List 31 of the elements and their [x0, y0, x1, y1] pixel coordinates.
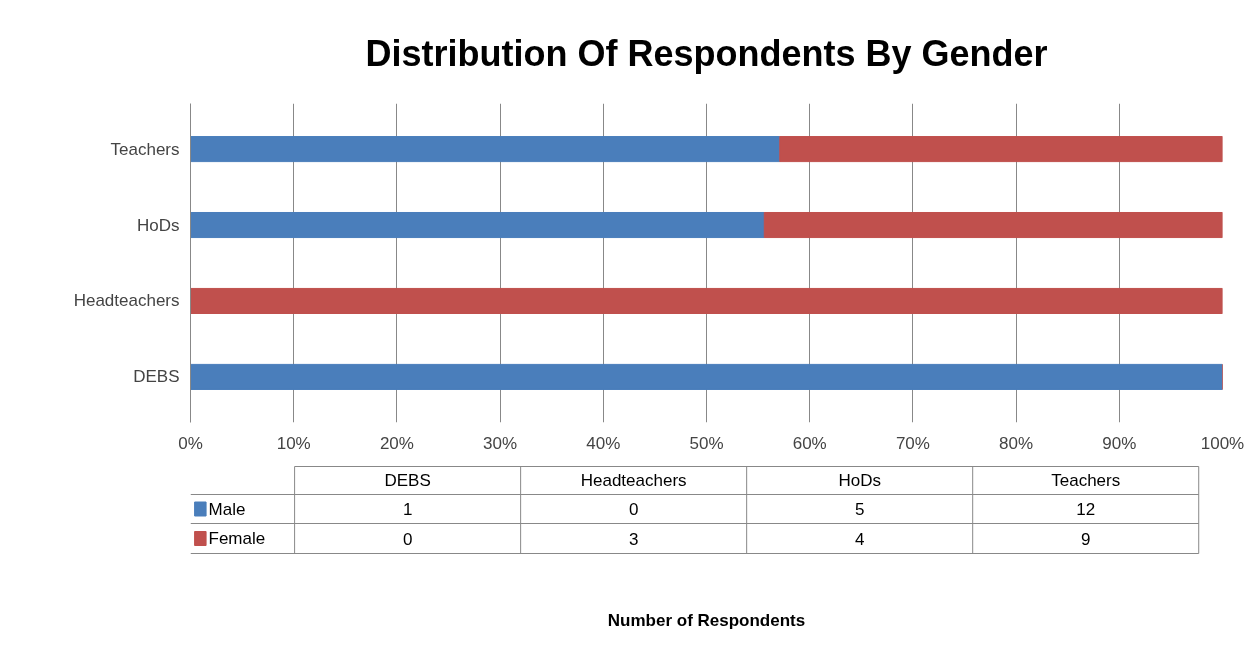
x-tick-label: 70%	[895, 433, 930, 453]
x-tick-label: 100%	[1200, 433, 1245, 453]
x-tick-label: 0%	[178, 433, 203, 453]
text: 9	[1080, 529, 1091, 549]
x-tick-label: 60%	[792, 433, 827, 453]
y-tick-label: DEBS	[133, 367, 180, 387]
text: 0	[628, 500, 639, 519]
y-tick-label: HoDs	[136, 215, 180, 235]
y-tick-label: Teachers	[110, 139, 180, 159]
x-tick-label: 20%	[379, 433, 414, 453]
x-tick-label: 40%	[586, 433, 621, 453]
category-label: DEBS	[384, 471, 431, 490]
x-tick-label: 10%	[276, 433, 311, 453]
text: 4	[854, 529, 865, 549]
text: 0	[402, 529, 413, 549]
text: 1	[402, 500, 413, 519]
text: Number of Respondents	[607, 611, 806, 630]
x-tick-label: 80%	[999, 433, 1034, 453]
text: 3	[628, 529, 639, 549]
chart-title: Distribution Of Respondents By Gender	[365, 32, 1048, 74]
legend-label: Female	[208, 529, 266, 548]
x-tick-label: 30%	[483, 433, 518, 453]
category-label: HoDs	[838, 471, 881, 490]
text: 5	[854, 500, 865, 519]
category-label: Headteachers	[580, 471, 687, 490]
category-label: Teachers	[1051, 471, 1121, 490]
x-tick-label: 50%	[689, 433, 724, 453]
x-tick-label: 90%	[1102, 433, 1137, 453]
legend-label: Male	[208, 499, 246, 519]
text: 12	[1076, 500, 1096, 519]
y-tick-label: Headteachers	[73, 291, 180, 311]
